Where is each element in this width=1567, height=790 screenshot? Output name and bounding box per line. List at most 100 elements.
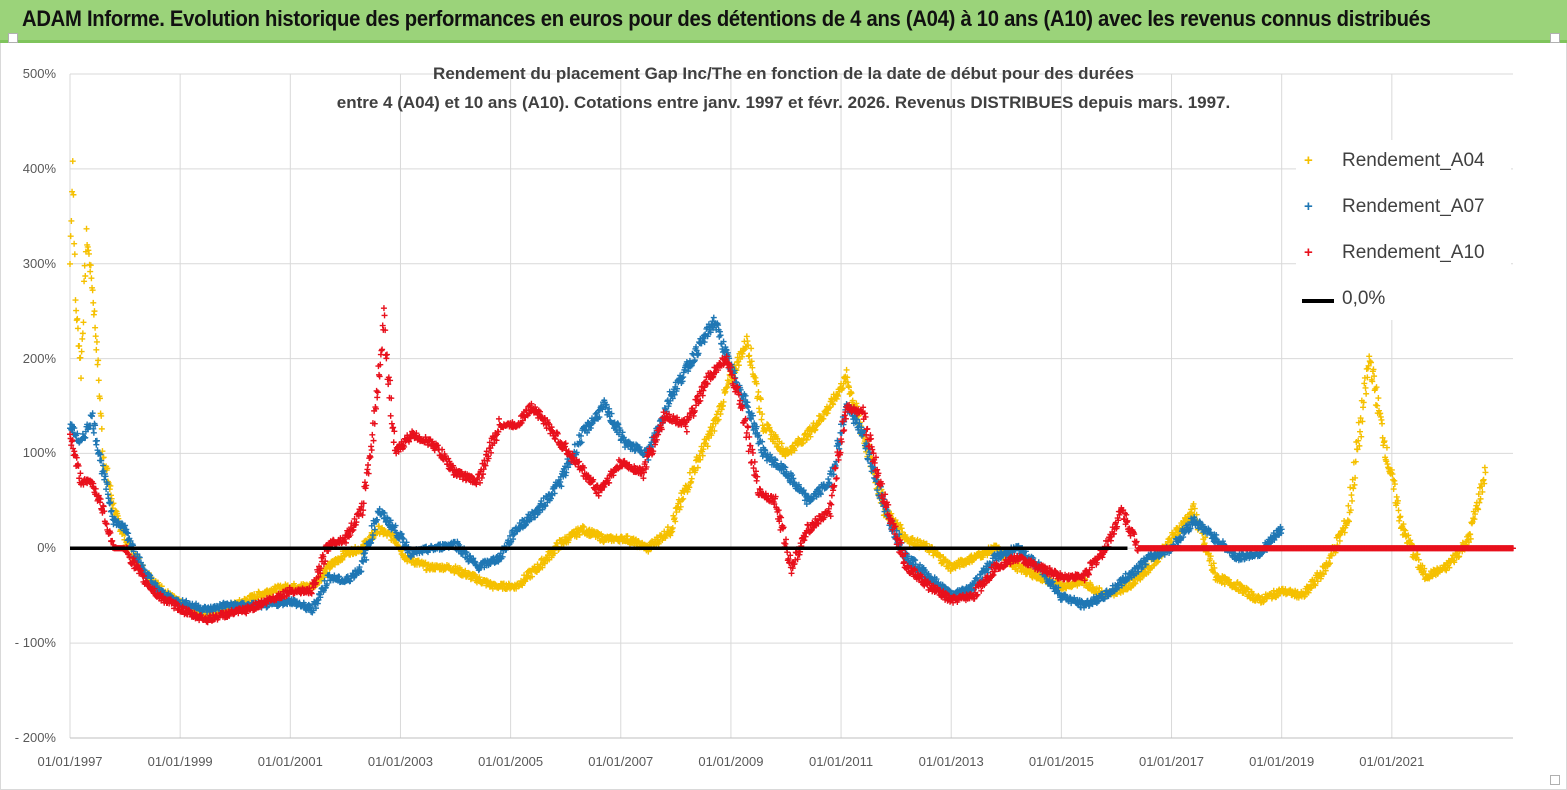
scatter-point-rendement_a04 (91, 308, 98, 315)
scatter-point-rendement_a04 (697, 456, 704, 463)
scatter-point-rendement_a04 (1361, 380, 1368, 387)
scatter-point-rendement_a04 (1482, 469, 1489, 476)
scatter-point-rendement_a04 (788, 449, 795, 456)
scatter-point-rendement_a04 (67, 260, 73, 267)
scatter-point-rendement_a04 (745, 342, 752, 349)
scatter-point-rendement_a04 (72, 297, 79, 304)
scatter-point-rendement_a04 (1393, 493, 1400, 500)
scatter-point-rendement_a04 (68, 217, 75, 224)
scatter-point-rendement_a04 (82, 272, 89, 279)
scatter-point-rendement_a04 (99, 448, 106, 455)
scatter-point-rendement_a10 (77, 470, 84, 477)
scatter-point-rendement_a04 (1375, 395, 1382, 402)
scatter-point-rendement_a04 (92, 333, 99, 340)
scatter-point-rendement_a04 (740, 347, 747, 354)
scatter-point-rendement_a04 (83, 225, 90, 232)
scatter-point-rendement_a04 (778, 440, 785, 447)
scatter-point-rendement_a04 (95, 357, 102, 364)
scatter-point-rendement_a04 (90, 299, 97, 306)
scatter-point-rendement_a04 (815, 420, 822, 427)
scatter-point-rendement_a04 (581, 524, 588, 531)
scatter-point-rendement_a04 (735, 362, 742, 369)
scatter-point-rendement_a10 (368, 447, 375, 454)
scatter-point-rendement_a04 (70, 191, 77, 198)
scatter-point-rendement_a04 (782, 453, 789, 460)
scatter-point-rendement_a04 (728, 377, 735, 384)
scatter-point-rendement_a04 (551, 550, 558, 557)
scatter-point-rendement_a04 (98, 412, 105, 419)
scatter-point-rendement_a07 (93, 437, 100, 444)
scatter-point-rendement_a04 (699, 452, 706, 459)
scatter-point-rendement_a04 (579, 523, 586, 530)
scatter-point-rendement_a04 (739, 350, 746, 357)
scatter-point-rendement_a04 (462, 567, 469, 574)
scatter-point-rendement_a04 (89, 287, 96, 294)
scatter-point-rendement_a04 (77, 354, 84, 361)
scatter-point-rendement_a04 (759, 411, 766, 418)
scatter-point-rendement_a04 (755, 388, 762, 395)
scatter-point-rendement_a04 (720, 398, 727, 405)
scatter-point-rendement_a04 (843, 366, 850, 373)
scatter-point-rendement_a04 (748, 345, 755, 352)
scatter-point-rendement_a04 (1395, 507, 1402, 514)
resize-handle-top-left[interactable] (8, 33, 18, 43)
scatter-point-rendement_a04 (827, 404, 834, 411)
scatter-point-rendement_a04 (96, 395, 103, 402)
scatter-point-rendement_a04 (389, 530, 396, 537)
scatter-point-rendement_a07 (689, 350, 696, 357)
scatter-point-rendement_a04 (715, 416, 722, 423)
scatter-point-rendement_a04 (93, 338, 100, 345)
scatter-point-rendement_a04 (624, 533, 631, 540)
scatter-point-rendement_a04 (749, 364, 756, 371)
scatter-point-rendement_a04 (700, 446, 707, 453)
scatter-point-rendement_a04 (656, 538, 663, 545)
report-banner: ADAM Informe. Evolution historique des p… (0, 0, 1567, 43)
scatter-point-rendement_a07 (103, 486, 110, 493)
scatter-point-rendement_a04 (576, 531, 583, 538)
scatter-point-rendement_a10 (383, 351, 390, 358)
resize-handle-bottom-right[interactable] (1550, 775, 1560, 785)
scatter-point-rendement_a10 (380, 305, 387, 312)
scatter-point-rendement_a10 (374, 389, 381, 396)
scatter-point-rendement_a04 (714, 417, 721, 424)
scatter-point-rendement_a04 (1350, 485, 1357, 492)
scatter-point-rendement_a04 (803, 436, 810, 443)
resize-handle-top-right[interactable] (1550, 33, 1560, 43)
scatter-point-rendement_a04 (67, 233, 74, 240)
scatter-point-rendement_a04 (95, 377, 102, 384)
scatter-point-rendement_a04 (688, 475, 695, 482)
scatter-point-rendement_a04 (88, 275, 95, 282)
scatter-point-rendement_a04 (771, 440, 778, 447)
scatter-point-rendement_a04 (80, 319, 87, 326)
scatter-point-rendement_a04 (73, 307, 80, 314)
scatter-point-rendement_a04 (758, 416, 765, 423)
scatter-point-rendement_a04 (341, 552, 348, 559)
scatter-point-rendement_a04 (93, 346, 100, 353)
scatter-point-rendement_a10 (361, 479, 368, 486)
scatter-point-rendement_a04 (79, 330, 86, 337)
scatter-point-rendement_a04 (81, 278, 88, 285)
scatter-point-rendement_a04 (1348, 492, 1355, 499)
scatter-point-rendement_a04 (676, 506, 683, 513)
scatter-point-rendement_a04 (746, 352, 753, 359)
scatter-point-rendement_a04 (76, 342, 83, 349)
scatter-point-rendement_a10 (390, 439, 397, 446)
scatter-point-rendement_a10 (390, 424, 397, 431)
scatter-point-rendement_a04 (678, 496, 685, 503)
scatter-point-rendement_a04 (87, 268, 94, 275)
scatter-point-rendement_a04 (529, 573, 536, 580)
scatter-point-rendement_a04 (677, 503, 684, 510)
scatter-point-rendement_a04 (672, 518, 679, 525)
scatter-point-rendement_a04 (704, 443, 711, 450)
scatter-point-rendement_a04 (100, 454, 107, 461)
scatter-point-rendement_a04 (680, 495, 687, 502)
scatter-point-rendement_a04 (1357, 428, 1364, 435)
scatter-point-rendement_a10 (387, 412, 394, 419)
scatter-point-rendement_a04 (686, 484, 693, 491)
scatter-point-rendement_a04 (717, 411, 724, 418)
scatter-point-rendement_a04 (1379, 420, 1386, 427)
scatter-point-rendement_a04 (753, 380, 760, 387)
scatter-point-rendement_a04 (78, 348, 85, 355)
scatter-point-rendement_a04 (711, 427, 718, 434)
